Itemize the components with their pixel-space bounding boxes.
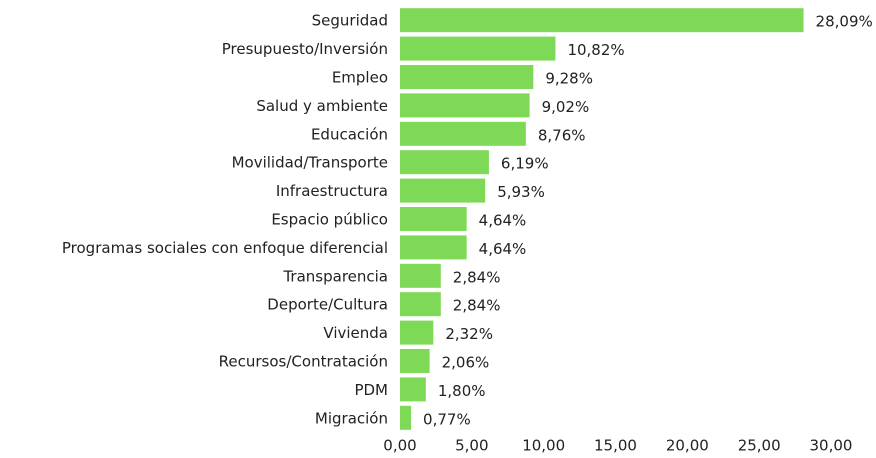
bar bbox=[400, 263, 441, 288]
x-tick-label: 20,00 bbox=[666, 437, 709, 455]
bar bbox=[400, 93, 530, 118]
bar bbox=[400, 178, 486, 203]
value-label: 9,02% bbox=[542, 98, 590, 116]
y-tick-label: Salud y ambiente bbox=[256, 97, 388, 115]
bar bbox=[400, 235, 467, 260]
bar bbox=[400, 207, 467, 231]
y-tick-label: Migración bbox=[315, 409, 388, 427]
bar bbox=[400, 150, 489, 175]
y-tick-label: Programas sociales con enfoque diferenci… bbox=[62, 239, 388, 257]
value-label: 6,19% bbox=[501, 155, 549, 173]
x-tick-label: 10,00 bbox=[522, 437, 565, 455]
y-tick-label: Espacio público bbox=[271, 211, 388, 229]
x-tick-label: 15,00 bbox=[594, 437, 637, 455]
value-label: 9,28% bbox=[545, 70, 593, 88]
x-tick-label: 25,00 bbox=[738, 437, 781, 455]
x-tick-label: 30,00 bbox=[810, 437, 853, 455]
y-tick-label: PDM bbox=[354, 381, 388, 399]
bar bbox=[400, 292, 441, 317]
y-tick-label: Transparencia bbox=[282, 267, 388, 285]
bar bbox=[400, 320, 434, 345]
y-tick-label: Seguridad bbox=[312, 12, 388, 30]
value-label: 1,80% bbox=[438, 382, 486, 400]
value-label: 10,82% bbox=[567, 41, 624, 59]
value-label: 0,77% bbox=[423, 410, 471, 428]
value-label: 4,64% bbox=[479, 212, 527, 230]
y-tick-label: Educación bbox=[311, 125, 388, 143]
value-label: 28,09% bbox=[816, 13, 873, 31]
value-label: 2,84% bbox=[453, 268, 501, 286]
value-label: 4,64% bbox=[479, 240, 527, 258]
x-tick-label: 0,00 bbox=[383, 437, 416, 455]
y-tick-label: Vivienda bbox=[323, 324, 388, 342]
y-tick-label: Presupuesto/Inversión bbox=[222, 40, 388, 58]
value-label: 2,84% bbox=[453, 297, 501, 315]
bar bbox=[400, 65, 534, 89]
y-tick-label: Empleo bbox=[332, 69, 388, 87]
bar bbox=[400, 36, 556, 61]
y-tick-label: Recursos/Contratación bbox=[219, 353, 388, 371]
y-tick-label: Infraestructura bbox=[276, 182, 388, 200]
bar bbox=[400, 349, 430, 373]
value-label: 5,93% bbox=[497, 183, 545, 201]
y-tick-label: Movilidad/Transporte bbox=[232, 154, 388, 172]
bar bbox=[400, 405, 412, 430]
value-label: 2,06% bbox=[442, 354, 490, 372]
value-label: 8,76% bbox=[538, 126, 586, 144]
bar bbox=[400, 8, 804, 33]
x-tick-label: 5,00 bbox=[455, 437, 488, 455]
bar bbox=[400, 377, 426, 402]
value-label: 2,32% bbox=[445, 325, 493, 343]
bar bbox=[400, 121, 526, 146]
y-tick-label: Deporte/Cultura bbox=[267, 296, 388, 314]
